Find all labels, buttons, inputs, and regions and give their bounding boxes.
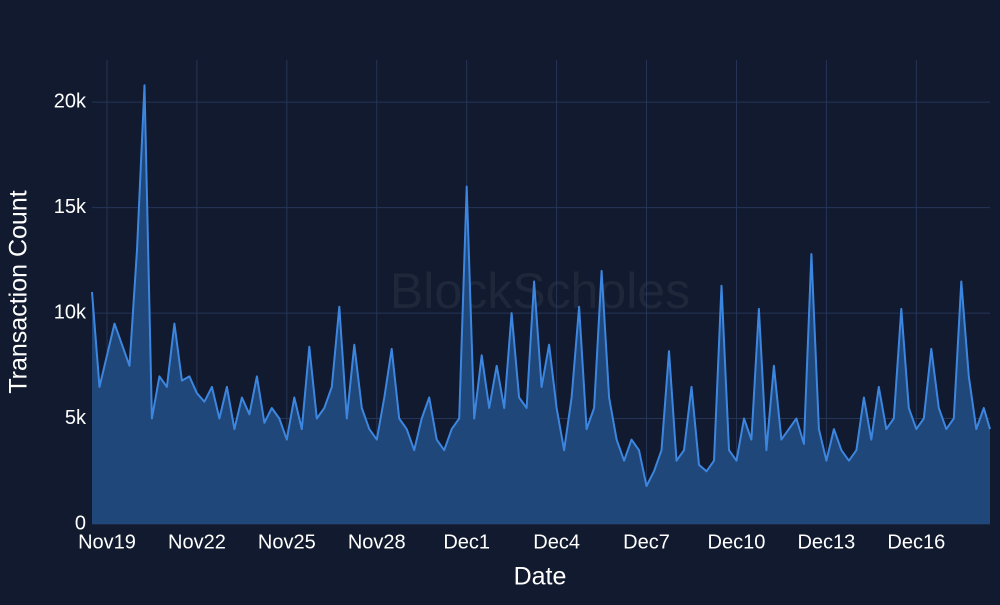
x-tick-label: Dec7 xyxy=(623,531,670,553)
x-axis-title: Date xyxy=(514,563,567,591)
y-tick-label: 15k xyxy=(54,196,87,218)
x-tick-label: Dec10 xyxy=(708,531,766,553)
y-axis-title: Transaction Count xyxy=(5,190,33,393)
y-tick-label: 10k xyxy=(54,301,87,323)
line xyxy=(91,84,991,487)
x-tick-label: Dec4 xyxy=(533,531,580,553)
y-tick-label: 5k xyxy=(65,407,87,429)
x-tick-label: Nov19 xyxy=(78,531,136,553)
y-tick-label: 20k xyxy=(54,90,87,112)
x-tick-label: Nov22 xyxy=(168,531,226,553)
x-tick-label: Dec1 xyxy=(443,531,490,553)
x-tick-label: Nov25 xyxy=(258,531,316,553)
watermark: BlockScholes xyxy=(390,263,690,319)
x-tick-label: Dec13 xyxy=(797,531,855,553)
x-tick-label: Dec16 xyxy=(887,531,945,553)
x-tick-label: Nov28 xyxy=(348,531,406,553)
y-tick-label: 0 xyxy=(75,512,86,534)
